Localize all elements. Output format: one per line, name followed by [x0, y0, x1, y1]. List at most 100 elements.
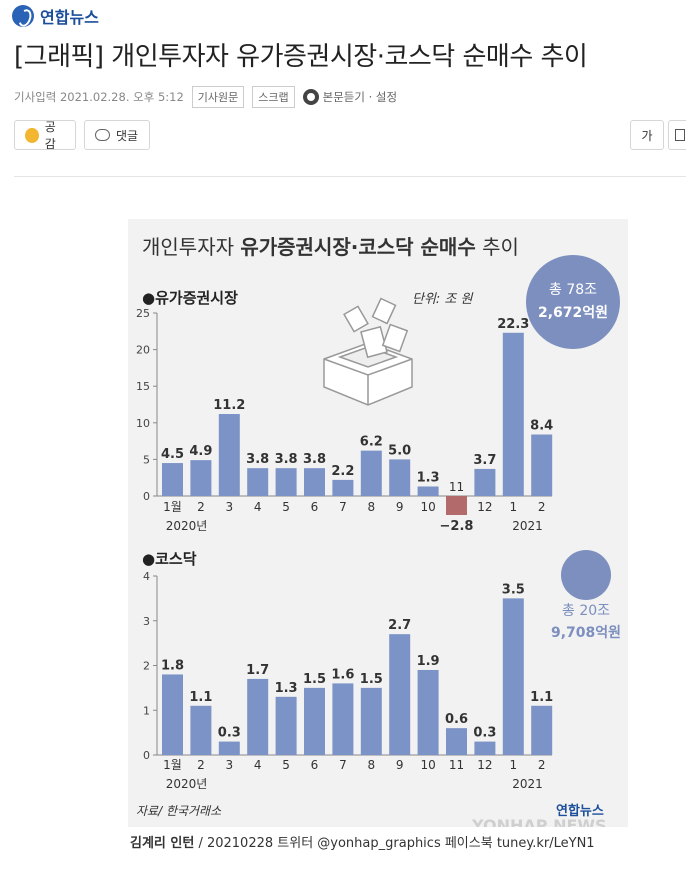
- total-circle: [526, 255, 620, 349]
- bar: [389, 634, 411, 755]
- total-line2: 9,708억원: [551, 625, 621, 641]
- total-line1: 총 20조: [562, 603, 610, 619]
- value-label: 6.2: [360, 435, 383, 450]
- y-tick-label: 20: [136, 344, 150, 357]
- value-label: 4.5: [161, 447, 184, 462]
- value-label: 1.9: [417, 654, 440, 669]
- bar: [275, 468, 297, 496]
- category-label: 2: [197, 758, 205, 772]
- bar: [360, 687, 382, 755]
- bar: [360, 450, 382, 496]
- y-tick-label: 25: [136, 307, 150, 320]
- bar: [247, 468, 269, 496]
- graphic-caption: 김계리 인턴 / 20210228 트위터 @yonhap_graphics 페…: [130, 832, 595, 851]
- category-label: 4: [254, 758, 262, 772]
- year-label: 2020년: [166, 519, 208, 533]
- comment-button[interactable]: 댓글: [84, 120, 150, 150]
- watermark-text: YONHAP NEWS: [471, 816, 607, 827]
- font-size-button[interactable]: 가: [630, 120, 664, 150]
- category-label: 12: [477, 500, 492, 514]
- smile-icon: [25, 127, 39, 143]
- bar: [502, 598, 524, 755]
- site-logo[interactable]: 연합뉴스: [12, 4, 99, 28]
- year-label: 2020년: [166, 777, 208, 791]
- graphic-brand: 연합뉴스: [556, 803, 604, 819]
- y-tick-label: 5: [143, 453, 150, 466]
- bar: [474, 468, 496, 496]
- category-label: 11: [449, 480, 464, 494]
- chart-title: ●코스닥: [142, 550, 197, 568]
- category-label: 7: [339, 500, 347, 514]
- category-label: 9: [396, 758, 404, 772]
- value-label: 22.3: [497, 317, 529, 332]
- y-tick-label: 4: [143, 570, 150, 583]
- chart-kosdaq: ●코스닥012341.81월1.120.331.741.351.561.671.…: [142, 550, 621, 791]
- value-label: 4.9: [189, 444, 212, 459]
- graphic-title-plain: 개인투자자: [142, 235, 240, 259]
- category-label: 9: [396, 500, 404, 514]
- category-label: 10: [420, 758, 435, 772]
- value-label: 2.2: [331, 464, 354, 479]
- category-label: 1: [509, 758, 517, 772]
- yonhap-logo-icon: [12, 5, 34, 27]
- article-headline: [그래픽] 개인투자자 유가증권시장·코스닥 순매수 추이: [14, 42, 588, 72]
- category-label: 8: [367, 500, 375, 514]
- value-label: 1.3: [275, 681, 298, 696]
- category-label: 4: [254, 500, 262, 514]
- category-label: 2: [538, 758, 546, 772]
- bar: [389, 459, 411, 496]
- chart-title: ●유가증권시장: [142, 289, 238, 307]
- year-label: 2021: [512, 519, 543, 533]
- value-label: 3.8: [303, 452, 326, 467]
- value-label: 3.8: [246, 452, 269, 467]
- value-label: 0.3: [473, 726, 496, 741]
- infographic: 개인투자자 유가증권시장·코스닥 순매수 추이 단위: 조 원 ●유가증권시장 0…: [128, 219, 628, 835]
- bar: [417, 486, 439, 496]
- y-tick-label: 10: [136, 417, 150, 430]
- infographic-svg: 개인투자자 유가증권시장·코스닥 순매수 추이 단위: 조 원 ●유가증권시장 0…: [136, 235, 621, 835]
- font-size-label: 가: [641, 128, 653, 143]
- listen-button[interactable]: 본문듣기 · 설정: [302, 89, 398, 105]
- value-label: 1.6: [331, 667, 354, 682]
- bar: [332, 683, 354, 755]
- y-tick-label: 0: [143, 749, 150, 762]
- listen-label: 본문듣기 · 설정: [322, 90, 398, 104]
- bar: [502, 332, 524, 496]
- original-article-button[interactable]: 기사원문: [191, 86, 245, 108]
- value-label: 3.7: [473, 453, 496, 468]
- value-label: 1.3: [417, 470, 440, 485]
- category-label: 10: [420, 500, 435, 514]
- like-label: 공감: [44, 120, 56, 151]
- category-label: 5: [282, 758, 290, 772]
- value-label: 1.5: [360, 672, 383, 687]
- value-label: 8.4: [530, 419, 553, 434]
- value-label: 1.1: [530, 690, 553, 705]
- category-label: 5: [282, 500, 290, 514]
- total-circle: [561, 550, 611, 600]
- chart-kospi: ●유가증권시장 0 5 10 15 20 25 4.5 1월 4.9 2 11.2 3 3.8 4 3.8 5 3…: [136, 255, 620, 534]
- unit-label: 단위: 조 원: [412, 292, 474, 307]
- value-label: 1.1: [189, 690, 212, 705]
- value-label: 1.5: [303, 672, 326, 687]
- print-icon: [675, 129, 685, 141]
- value-label: 0.3: [218, 726, 241, 741]
- y-tick-label: 3: [143, 615, 150, 628]
- category-label: 12: [477, 758, 492, 772]
- bar: [190, 705, 212, 755]
- bar: [162, 674, 183, 755]
- value-label: 1.8: [161, 658, 184, 673]
- divider: [14, 176, 686, 177]
- like-button[interactable]: 공감: [14, 120, 76, 151]
- total-line1: 총 78조: [549, 282, 597, 298]
- speaker-icon: [302, 89, 319, 105]
- category-label: 6: [311, 758, 319, 772]
- ballot-box-icon: [323, 297, 413, 406]
- y-tick-label: 1: [143, 704, 150, 717]
- comment-label: 댓글: [116, 128, 139, 143]
- print-button[interactable]: [668, 120, 686, 150]
- scrap-button[interactable]: 스크랩: [252, 86, 295, 108]
- value-label: 2.7: [388, 618, 411, 633]
- category-label: 1월: [163, 500, 182, 514]
- value-label: 11.2: [213, 398, 245, 413]
- category-label: 1: [509, 500, 517, 514]
